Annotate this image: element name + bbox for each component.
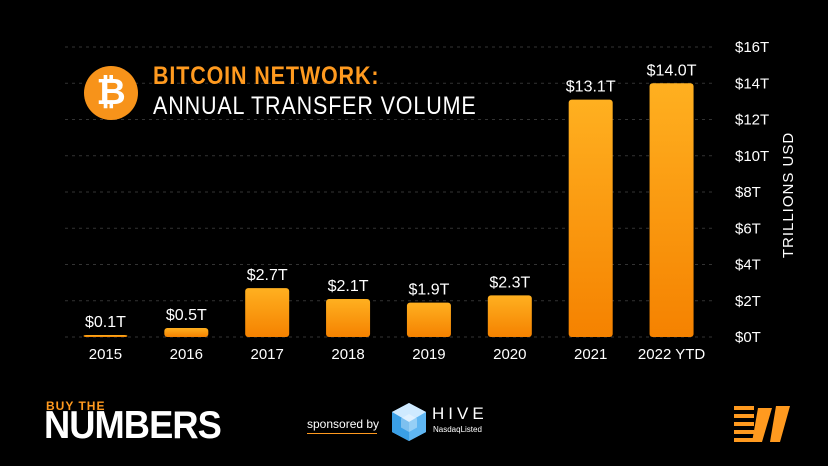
y-axis-label: TRILLIONS USD bbox=[780, 132, 797, 258]
y-tick-label: $10T bbox=[735, 148, 769, 165]
y-tick-label: $16T bbox=[735, 39, 769, 56]
data-label: $0.1T bbox=[85, 314, 126, 331]
x-tick-label: 2015 bbox=[89, 346, 122, 363]
bar-2022-ytd bbox=[649, 83, 694, 337]
x-tick-label: 2018 bbox=[331, 346, 364, 363]
bars bbox=[83, 83, 694, 337]
y-tick-label: $2T bbox=[735, 293, 761, 310]
sponsor-name: HIVE bbox=[432, 404, 488, 423]
x-tick-labels: 2015 2016 2017 2018 2019 2020 2021 2022 YTD bbox=[89, 346, 706, 363]
x-tick-label: 2017 bbox=[251, 346, 284, 363]
bar-2018 bbox=[326, 298, 371, 337]
x-tick-label: 2016 bbox=[170, 346, 203, 363]
bar-2015 bbox=[83, 335, 128, 337]
chart-title-line1: BITCOIN NETWORK: bbox=[153, 62, 380, 90]
chart-title-line2: ANNUAL TRANSFER VOLUME bbox=[153, 92, 477, 120]
data-label: $2.1T bbox=[328, 278, 369, 295]
y-tick-label: $6T bbox=[735, 220, 761, 237]
sponsor-subtext: NasdaqListed bbox=[433, 425, 482, 434]
x-tick-label: 2019 bbox=[412, 346, 445, 363]
gridlines bbox=[65, 46, 712, 338]
bar-2020 bbox=[487, 295, 532, 337]
y-tick-label: $8T bbox=[735, 184, 761, 201]
bar-2021 bbox=[568, 99, 613, 337]
hive-logo-icon bbox=[392, 403, 426, 441]
y-tick-label: $4T bbox=[735, 257, 761, 274]
x-tick-label: 2022 YTD bbox=[638, 346, 705, 363]
data-label: $14.0T bbox=[647, 62, 697, 79]
y-tick-label: $0T bbox=[735, 329, 761, 346]
y-tick-labels: $0T $2T $4T $6T $8T $10T $12T $14T $16T bbox=[735, 39, 769, 346]
data-label: $1.9T bbox=[408, 282, 449, 299]
sponsored-by-text: sponsored by bbox=[307, 417, 380, 431]
bitcoin-logo-icon: ₿ bbox=[84, 66, 138, 120]
y-tick-label: $14T bbox=[735, 75, 769, 92]
bar-2016 bbox=[164, 327, 209, 337]
y-tick-label: $12T bbox=[735, 112, 769, 129]
data-label: $2.7T bbox=[247, 267, 288, 284]
brand-main-text: NUMBERS bbox=[44, 404, 222, 447]
brand-top-text: BUY THE bbox=[46, 399, 106, 413]
data-labels: $0.1T $0.5T $2.7T $2.1T $1.9T $2.3T $13.1T $14.… bbox=[85, 62, 697, 331]
data-label: $0.5T bbox=[166, 307, 207, 324]
data-label: $13.1T bbox=[566, 79, 616, 96]
bitcoin-symbol: ₿ bbox=[96, 72, 126, 113]
brand-corner-logo-icon bbox=[734, 406, 790, 442]
x-tick-label: 2021 bbox=[574, 346, 607, 363]
bar-2019 bbox=[406, 302, 451, 337]
data-label: $2.3T bbox=[489, 274, 530, 291]
x-tick-label: 2020 bbox=[493, 346, 526, 363]
bar-2017 bbox=[245, 288, 290, 337]
sponsored-underline bbox=[307, 433, 377, 434]
